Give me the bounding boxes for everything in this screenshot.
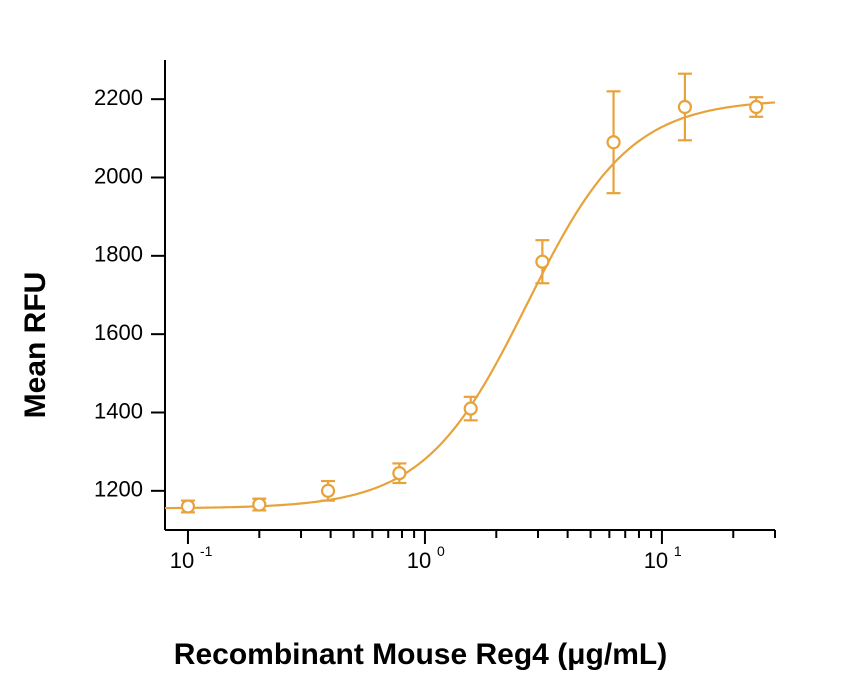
svg-text:1800: 1800 (94, 242, 143, 267)
svg-text:2000: 2000 (94, 163, 143, 188)
svg-text:-1: -1 (200, 543, 213, 559)
chart-container: 1200 1400 1600 1800 2000 2200 10 -1 10 0 10 1 Mean … (0, 0, 841, 690)
x-axis-label: Recombinant Mouse Reg4 (μg/mL) (0, 638, 841, 672)
svg-text:0: 0 (437, 543, 445, 559)
svg-text:1200: 1200 (94, 477, 143, 502)
dose-response-chart: 1200 1400 1600 1800 2000 2200 10 -1 10 0 10 1 (0, 0, 841, 690)
svg-text:1: 1 (674, 543, 682, 559)
y-axis-label: Mean RFU (19, 272, 53, 419)
svg-text:2200: 2200 (94, 85, 143, 110)
svg-text:10: 10 (644, 548, 668, 573)
svg-text:1400: 1400 (94, 398, 143, 423)
svg-text:1600: 1600 (94, 320, 143, 345)
svg-text:10: 10 (170, 548, 194, 573)
svg-text:10: 10 (407, 548, 431, 573)
